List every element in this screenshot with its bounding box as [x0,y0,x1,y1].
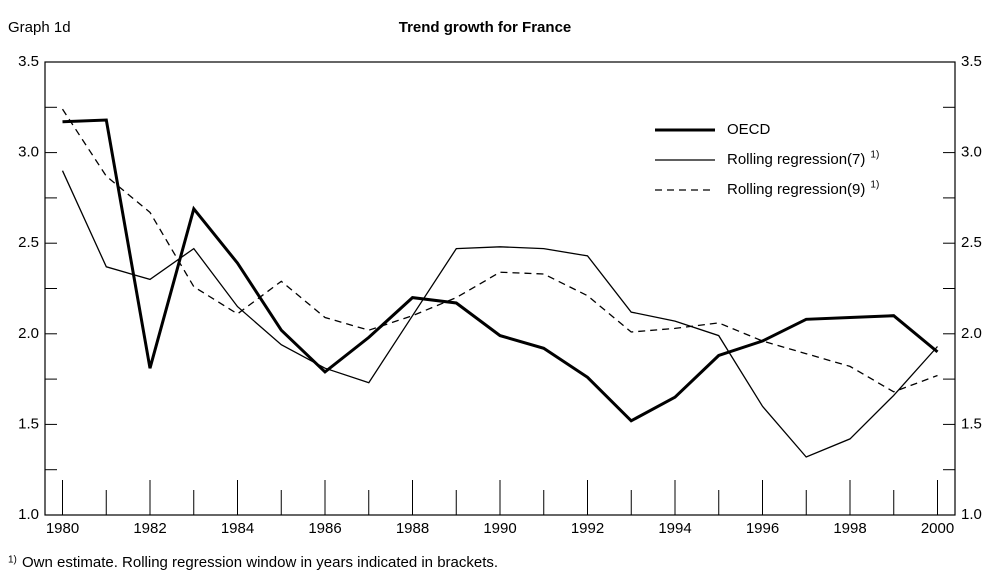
footnote-marker: 1) [8,555,17,566]
y-tick-label: 3.5 [18,53,39,70]
x-tick-label: 1980 [46,520,79,537]
legend-label: Rolling regression(9) [727,181,865,198]
y-tick-label: 2.5 [18,234,39,251]
x-tick-label: 1988 [396,520,429,537]
x-tick-label: 1986 [308,520,341,537]
x-tick-label: 2000 [921,520,954,537]
y2-tick-label: 3.5 [961,53,982,70]
y-tick-label: 2.0 [18,325,39,342]
legend-label: OECD [727,121,771,138]
x-tick-label: 1996 [746,520,779,537]
plot-frame [44,61,956,516]
chart-title: Trend growth for France [399,19,572,36]
legend-note: 1) [870,180,879,191]
y2-tick-label: 1.5 [961,415,982,432]
y-tick-label: 3.0 [18,144,39,161]
x-tick-label: 1984 [221,520,254,537]
legend-label: Rolling regression(7) [727,151,865,168]
x-tick-label: 1998 [833,520,866,537]
series-line [62,118,939,423]
y-tick-label: 1.0 [18,506,39,523]
x-tick-label: 1990 [483,520,516,537]
y2-tick-label: 2.5 [961,234,982,251]
x-tick-label: 1992 [571,520,604,537]
x-tick-label: 1994 [658,520,691,537]
y2-tick-label: 2.0 [961,325,982,342]
x-tick-label: 1982 [133,520,166,537]
graph-label: Graph 1d [8,19,71,36]
series-line [61,108,938,393]
series-line [61,170,938,458]
legend-note: 1) [870,150,879,161]
y2-tick-label: 1.0 [961,506,982,523]
y2-tick-label: 3.0 [961,144,982,161]
y-tick-label: 1.5 [18,415,39,432]
footnote: Own estimate. Rolling regression window … [22,554,498,571]
